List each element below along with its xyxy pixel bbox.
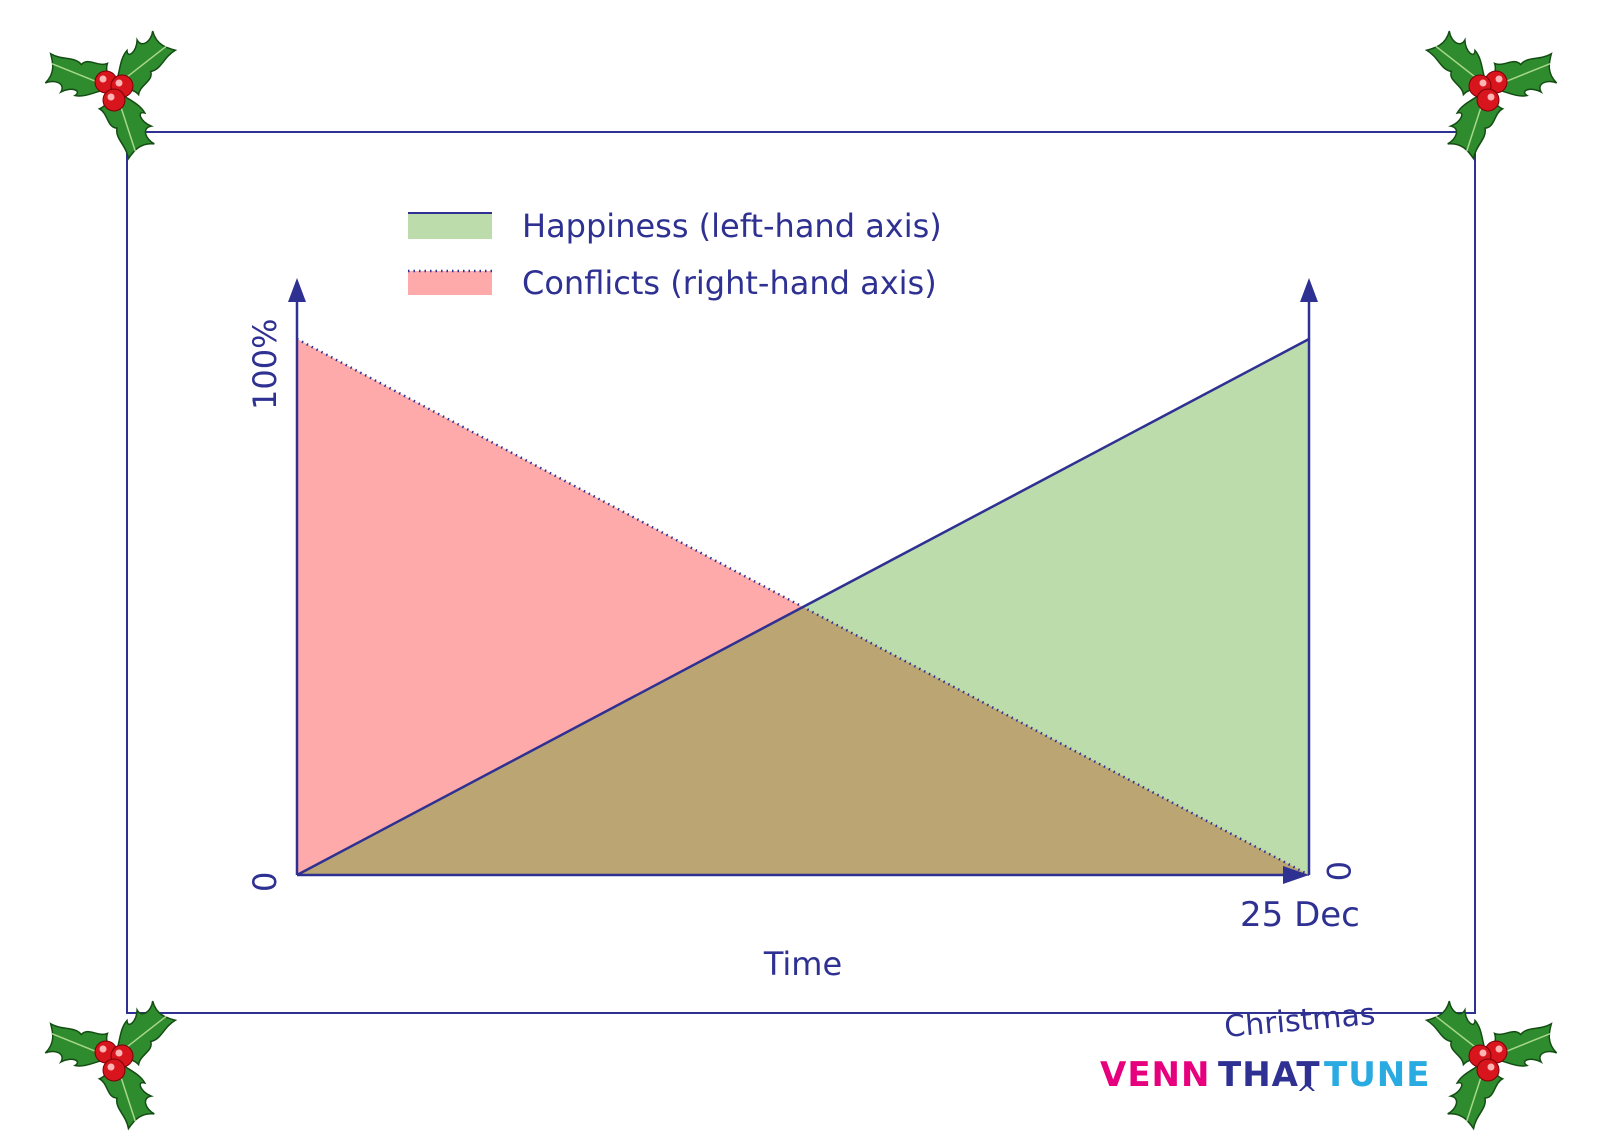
holly-berry [1476,88,1500,112]
left-axis-top-label: 100% [246,319,284,410]
legend-swatch-happiness [408,213,492,239]
holly-berry [102,1058,126,1082]
brand-venn: VENN [1100,1055,1211,1095]
holly-berry-shine [107,93,115,101]
holly-berry [1476,1058,1500,1082]
right-axis-zero-label: 0 [1319,861,1357,881]
axis-labels: 100% 0 0 25 Dec Time [246,319,1360,983]
holly-berry [102,88,126,112]
series-lines [296,337,1310,877]
holly-berry-shine [1495,1045,1503,1053]
area-overlap [297,607,1309,875]
holly-berry-shine [1479,79,1487,87]
x-axis-label: Time [763,945,842,983]
brand-tune: TUNE [1324,1055,1431,1095]
legend-label-happiness: Happiness (left-hand axis) [522,207,942,245]
holly-icon-top-right [1424,30,1558,161]
holly-berry-shine [1487,1063,1495,1071]
holly-berry-shine [99,1045,107,1053]
holly-berry-shine [1487,93,1495,101]
brand-caret: ^ [1296,1080,1318,1110]
holly-icon-top-left [44,30,178,161]
holly-berry-shine [115,1049,123,1057]
holly-berry-shine [107,1063,115,1071]
legend-swatch-conflicts [408,271,492,295]
holly-icon-bottom-right [1424,1000,1558,1131]
holly-decorations [44,30,1558,1131]
left-axis-zero-label: 0 [246,872,284,892]
brand-that: THAT [1218,1055,1321,1095]
holly-berry-shine [1479,1049,1487,1057]
holly-berry-shine [1495,75,1503,83]
brand-logo: Christmas VENN THAT TUNE ^ [1100,997,1431,1110]
axes [288,278,1318,884]
holly-berry-shine [99,75,107,83]
x-axis-arrow-icon [1283,866,1309,884]
left-axis-arrow-icon [288,278,306,302]
right-axis-arrow-icon [1300,278,1318,302]
legend: Happiness (left-hand axis) Conflicts (ri… [408,207,942,302]
holly-berry-shine [115,79,123,87]
legend-label-conflicts: Conflicts (right-hand axis) [522,264,937,302]
holly-icon-bottom-left [44,1000,178,1131]
line-conflicts [296,337,1310,877]
x-end-label: 25 Dec [1240,895,1360,935]
chart-frame [126,131,1476,1014]
